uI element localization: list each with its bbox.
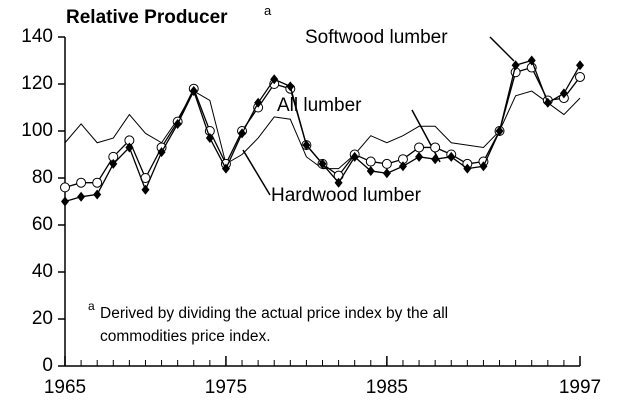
point (157, 147, 166, 158)
point (61, 196, 69, 207)
point (431, 154, 440, 165)
point (302, 140, 311, 151)
point (125, 142, 134, 153)
point (76, 177, 87, 188)
point (60, 182, 70, 193)
point (141, 184, 150, 195)
x-tick-label: 1985 (366, 377, 408, 398)
point (447, 151, 456, 162)
point (109, 158, 118, 169)
point (398, 161, 407, 172)
point (575, 71, 585, 82)
point (366, 165, 375, 176)
point (334, 177, 343, 188)
y-tick-label: 100 (21, 120, 53, 141)
point (415, 151, 424, 162)
series-label: Softwood lumber (305, 27, 448, 48)
y-tick-label: 120 (21, 73, 53, 94)
x-tick-label: 1975 (205, 377, 247, 398)
point (173, 118, 182, 129)
chart-title: Relative Producer (66, 7, 228, 28)
y-tick-label: 20 (32, 308, 53, 329)
point (414, 142, 425, 153)
point (365, 156, 376, 167)
pointer (411, 109, 441, 163)
pointer (242, 149, 271, 196)
point (77, 191, 86, 202)
point (559, 88, 568, 99)
point (543, 97, 552, 108)
point (254, 97, 263, 108)
point (576, 60, 584, 71)
title-marker: a (264, 3, 272, 18)
footnote-marker: a (88, 299, 95, 313)
point (382, 168, 391, 179)
y-tick-label: 60 (32, 214, 53, 235)
y-tick-label: 40 (32, 261, 53, 282)
footnote: Derived by dividing the actual price ind… (100, 305, 449, 345)
y-tick-label: 0 (42, 355, 53, 376)
point (221, 163, 230, 174)
x-tick-label: 1997 (559, 377, 601, 398)
point (205, 133, 214, 144)
x-tick-label: 1965 (44, 377, 86, 398)
point (93, 189, 102, 200)
point (511, 60, 520, 71)
series-label: Hardwood lumber (271, 185, 422, 206)
point (189, 86, 198, 97)
point (430, 142, 441, 153)
y-tick-label: 140 (21, 26, 53, 47)
pointer (489, 36, 515, 62)
point (527, 55, 536, 66)
point (92, 177, 103, 188)
point (286, 81, 295, 92)
point (479, 161, 488, 172)
series-label: All lumber (277, 95, 362, 116)
point (463, 163, 472, 174)
point (381, 158, 392, 169)
point (495, 126, 504, 136)
point (238, 128, 247, 139)
point (270, 74, 279, 85)
point (318, 158, 327, 169)
point (350, 151, 359, 162)
y-tick-label: 80 (32, 167, 53, 188)
